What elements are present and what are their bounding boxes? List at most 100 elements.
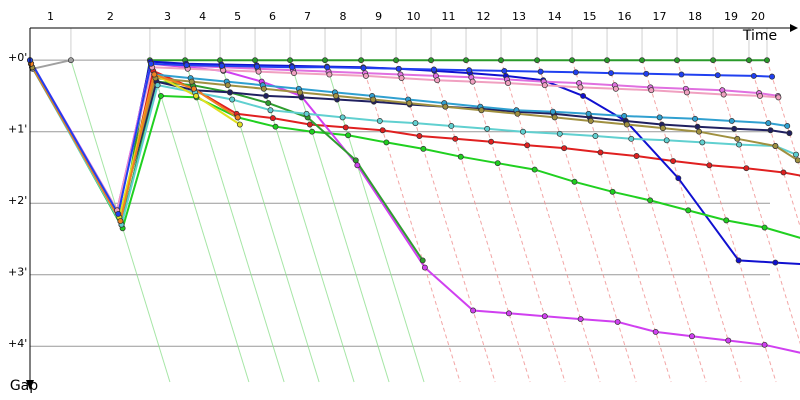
lap-line [766, 60, 800, 170]
point [430, 66, 437, 73]
lap-line [360, 60, 461, 383]
x-axis-arrow [790, 24, 798, 32]
point [352, 157, 359, 164]
point [379, 127, 386, 134]
point [296, 89, 303, 96]
point [117, 218, 124, 225]
point [505, 80, 512, 87]
point [734, 135, 741, 142]
point [639, 57, 645, 64]
point [188, 78, 195, 85]
point [115, 210, 122, 217]
y-axis-label: Gap [10, 378, 38, 394]
point [442, 103, 449, 110]
lap-line [184, 60, 285, 383]
point [784, 123, 791, 129]
lap-line [324, 60, 425, 383]
point [764, 57, 770, 64]
x-tick-label: 3 [164, 10, 171, 23]
point [541, 82, 548, 89]
point [395, 65, 402, 72]
x-tick-label: 4 [199, 10, 206, 23]
point [750, 72, 757, 79]
point [291, 70, 297, 77]
point [236, 121, 243, 128]
lap-line [748, 60, 800, 228]
point [520, 128, 526, 135]
x-tick-label: 2 [107, 10, 114, 23]
x-tick-label: 7 [304, 10, 311, 23]
point [151, 71, 158, 78]
point [769, 73, 776, 80]
point [324, 64, 331, 71]
point [765, 120, 772, 127]
point [488, 138, 495, 145]
point [326, 71, 333, 78]
point [580, 92, 587, 99]
point [370, 96, 377, 103]
point [452, 135, 459, 142]
point [309, 128, 315, 135]
point [505, 310, 512, 317]
point [376, 118, 383, 124]
point [537, 68, 544, 75]
point [354, 162, 361, 169]
point [761, 224, 768, 231]
point [572, 69, 579, 76]
point [470, 307, 477, 314]
point [731, 125, 738, 132]
point [735, 257, 742, 264]
point [306, 121, 313, 128]
point [775, 94, 782, 101]
point [193, 92, 200, 99]
point [416, 133, 423, 139]
point [623, 121, 630, 128]
point [674, 57, 680, 64]
point [260, 85, 267, 92]
point [157, 92, 164, 99]
lap-line [395, 60, 496, 383]
point [689, 333, 695, 340]
series-line [32, 59, 72, 70]
labels: +0'+1'+2'+3'+4'1 2 3 4 5 6 7 8 9 10 11 12 13 14 15 16 17… [8, 10, 765, 350]
point [478, 107, 485, 114]
point [421, 264, 428, 271]
point [786, 130, 793, 137]
point [501, 67, 508, 74]
y-tick-label: +1' [8, 123, 27, 136]
point [398, 75, 405, 82]
point [255, 68, 262, 75]
point [643, 70, 650, 77]
x-tick-label: 20 [751, 10, 765, 23]
point [767, 127, 774, 134]
point [569, 57, 576, 64]
point [534, 57, 541, 64]
point [339, 114, 346, 121]
y-axis-arrow [26, 380, 34, 390]
point [457, 153, 464, 160]
point [663, 137, 670, 144]
point [190, 85, 197, 92]
point [720, 91, 727, 98]
point [434, 77, 441, 84]
lap-line [149, 60, 250, 383]
point [706, 162, 713, 169]
point [383, 139, 390, 146]
point [148, 60, 154, 67]
point [612, 85, 619, 92]
plot [27, 57, 800, 354]
point [714, 72, 721, 79]
point [183, 62, 190, 69]
point [269, 115, 276, 122]
point [333, 92, 339, 99]
point [218, 62, 225, 69]
point [652, 328, 659, 335]
point [227, 89, 233, 96]
x-tick-label: 1 [47, 10, 54, 23]
point [587, 118, 594, 124]
point [710, 57, 717, 64]
point [498, 57, 504, 64]
point [448, 123, 455, 129]
point [743, 165, 750, 172]
